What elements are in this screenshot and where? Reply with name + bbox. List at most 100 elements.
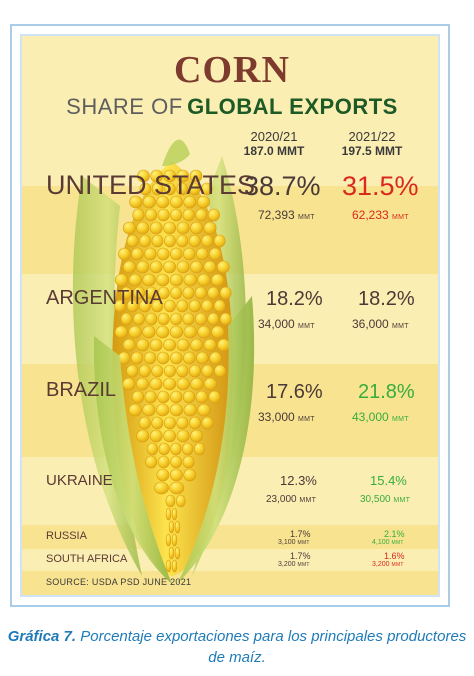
corn-kernel — [213, 299, 226, 313]
corn-kernel — [169, 273, 183, 287]
corn-kernel — [136, 221, 150, 235]
corn-kernel — [163, 338, 176, 352]
corn-kernel — [197, 195, 211, 209]
mmt-2021: 62,233 MMT — [352, 208, 409, 222]
husk-tip — [162, 139, 190, 166]
column-total-2020: 187.0 MMT — [243, 144, 305, 158]
corn-kernel — [208, 390, 221, 404]
column-header-2021: 2021/22 197.5 MMT — [322, 129, 422, 159]
pct-2021: 21.8% — [358, 381, 415, 403]
corn-kernel — [145, 312, 158, 326]
corn-kernel — [122, 221, 136, 235]
corn-kernel — [169, 403, 183, 417]
country-label: BRAZIL — [46, 379, 117, 401]
corn-kernel — [188, 182, 201, 196]
country-label: SOUTH AFRICA — [46, 553, 128, 565]
corn-kernel — [201, 416, 214, 430]
chart-title: CORN — [174, 49, 290, 91]
corn-kernel — [126, 299, 139, 313]
corn-kernel — [193, 442, 206, 456]
corn-kernel — [176, 338, 190, 352]
corn-kernel — [207, 312, 220, 326]
corn-kernel — [157, 455, 170, 469]
corn-kernel — [165, 494, 176, 508]
corn-kernel — [190, 429, 203, 443]
corn-kernel — [168, 520, 175, 534]
corn-kernel — [194, 286, 207, 300]
corn-kernel — [197, 325, 211, 339]
corn-kernel — [176, 377, 190, 391]
corn-kernel — [143, 351, 157, 365]
corn-kernel — [130, 351, 144, 365]
pct-2021: 31.5% — [342, 171, 419, 201]
pct-2021: 15.4% — [370, 473, 407, 488]
band-header — [22, 36, 438, 186]
subtitle-share-of: SHARE OF — [66, 94, 183, 119]
mmt-value: 33,000 — [258, 410, 295, 424]
corn-kernel — [163, 260, 176, 274]
corn-kernel — [195, 390, 208, 404]
caption-lead: Gráfica 7. — [7, 628, 77, 645]
corn-kernel — [176, 221, 190, 235]
corn-kernel — [189, 364, 202, 378]
corn-kernel — [163, 429, 176, 443]
corn-kernel — [182, 455, 195, 469]
corn-kernel — [189, 416, 202, 430]
corn-kernel — [176, 364, 189, 378]
corn-kernel — [216, 260, 230, 274]
corn-kernel — [183, 273, 197, 287]
corn-kernel — [136, 338, 150, 352]
corn-kernel — [176, 234, 189, 248]
band-south-africa — [22, 549, 438, 571]
mmt-2021: 36,000 MMT — [352, 317, 409, 331]
pct-2020: 12.3% — [280, 473, 317, 488]
mmt-value: 3,100 — [278, 539, 296, 546]
corn-kernel — [114, 273, 129, 287]
corn-kernel — [118, 247, 131, 261]
corn-kernel — [114, 299, 126, 313]
corn-kernel — [169, 195, 183, 209]
corn-kernel — [149, 221, 163, 235]
source-note: SOURCE: USDA PSD JUNE 2021 — [46, 577, 192, 587]
corn-kernel — [203, 338, 217, 352]
corn-kernel — [149, 338, 163, 352]
country-label: UNITED STATES — [46, 170, 256, 200]
corn-kernel — [163, 364, 176, 378]
corn-kernel — [145, 208, 158, 222]
mmt-unit: MMT — [391, 562, 404, 568]
mmt-2021: 30,500 MMT — [360, 494, 410, 505]
figure-caption: Gráfica 7. Porcentaje exportaciones para… — [0, 626, 474, 668]
mmt-unit: MMT — [298, 214, 315, 221]
corn-infographic: CORN SHARE OF GLOBAL EXPORTS 2020/21 187… — [20, 34, 440, 597]
mmt-value: 72,393 — [258, 208, 295, 222]
corn-kernel — [139, 182, 152, 196]
corn-kernel — [176, 182, 188, 196]
corn-kernel — [176, 299, 189, 313]
corn-kernel — [122, 377, 136, 391]
corn-kernel — [146, 442, 158, 456]
corn-kernel — [201, 182, 213, 196]
country-label: RUSSIA — [46, 530, 87, 542]
corn-kernel — [170, 390, 183, 404]
corn-kernel — [128, 325, 142, 339]
corn-kernel — [131, 247, 144, 261]
column-year-2020: 2020/21 — [250, 129, 298, 144]
mmt-unit: MMT — [298, 323, 315, 330]
mmt-value: 43,000 — [352, 410, 389, 424]
mmt-2020: 23,000 MMT — [266, 494, 316, 505]
mmt-unit: MMT — [297, 562, 310, 568]
column-year-2021: 2021/22 — [348, 129, 396, 144]
corn-kernel — [170, 208, 183, 222]
corn-kernel — [145, 455, 158, 469]
corn-kernel — [196, 247, 209, 261]
corn-kernel — [156, 195, 170, 209]
pct-2021: 1.6% — [384, 551, 405, 561]
corn-kernel — [165, 533, 172, 547]
corn-kernel — [133, 312, 145, 326]
pct-2020: 1.7% — [290, 551, 311, 561]
corn-kernel — [163, 416, 176, 430]
husk-right-front — [177, 296, 255, 584]
band-russia — [22, 525, 438, 549]
corn-kernel — [182, 390, 196, 404]
mmt-unit: MMT — [299, 497, 317, 504]
